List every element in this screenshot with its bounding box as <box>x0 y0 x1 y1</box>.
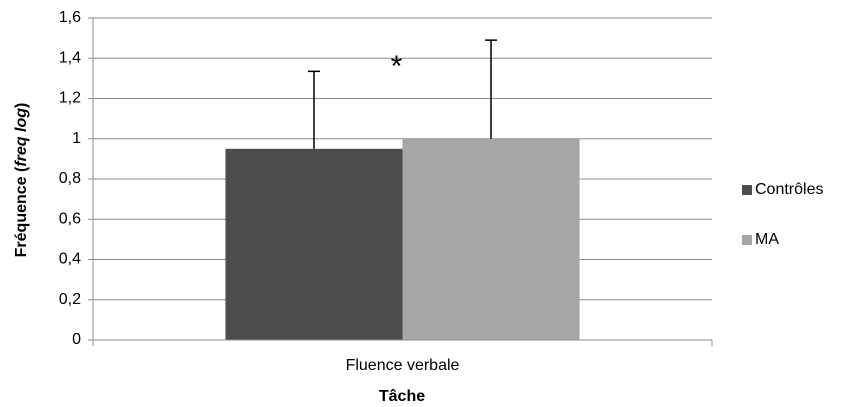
y-label-part: freq log <box>13 108 30 167</box>
annotation: * <box>391 50 403 83</box>
legend-swatch <box>742 235 752 245</box>
y-tick-label: 0,2 <box>59 291 81 308</box>
legend-label: MA <box>755 231 779 248</box>
x-tick-label: Fluence verbale <box>346 357 460 374</box>
y-tick-label: 0,8 <box>59 170 81 187</box>
y-tick-label: 0 <box>72 331 81 348</box>
y-axis-label: Fréquence (freq log) <box>13 103 30 258</box>
y-tick-label: 0,4 <box>59 251 81 268</box>
x-axis-label: Tâche <box>379 388 425 405</box>
bar <box>402 138 580 340</box>
y-tick-label: 1,2 <box>59 90 81 107</box>
y-tick-label: 1,4 <box>59 49 81 66</box>
y-tick-label: 1,6 <box>59 9 81 26</box>
y-tick-label: 1 <box>72 130 81 147</box>
y-tick-label: 0,6 <box>59 210 81 227</box>
legend-label: Contrôles <box>755 181 823 198</box>
legend-swatch <box>742 185 752 195</box>
y-label-part: ) <box>13 103 30 108</box>
y-label-part: Fréquence ( <box>13 166 30 257</box>
bar <box>225 148 403 340</box>
